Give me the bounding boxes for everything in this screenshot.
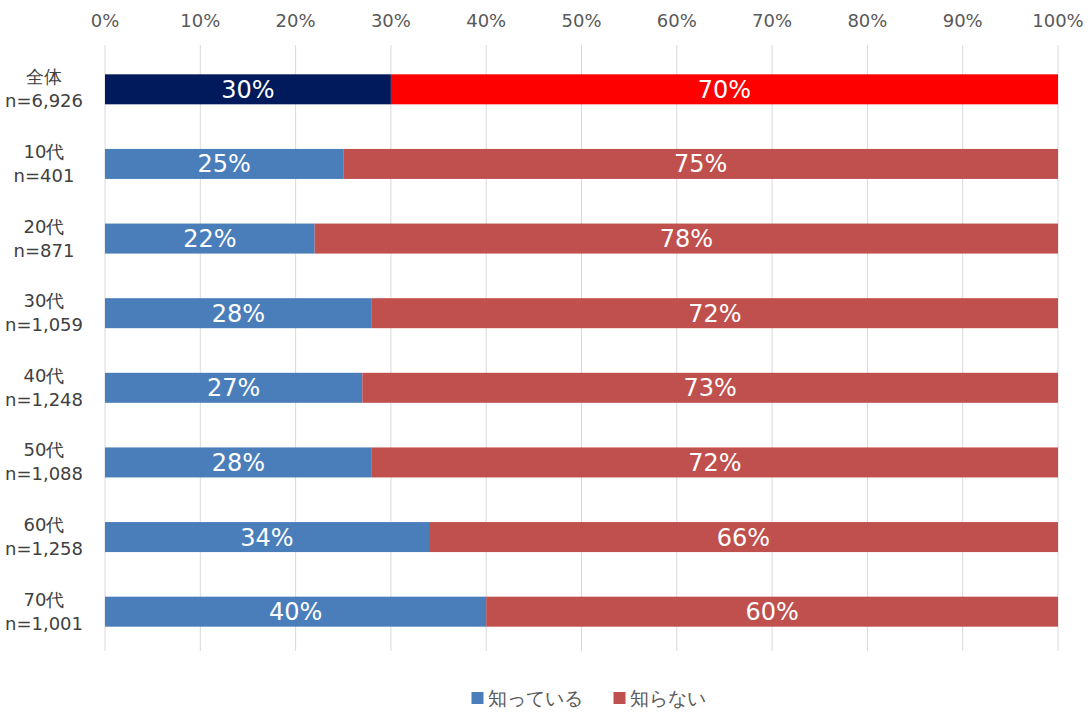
bar xyxy=(391,74,1058,104)
data-label: 66% xyxy=(717,524,770,552)
grid xyxy=(105,45,1058,651)
data-label: 27% xyxy=(207,374,260,402)
category-line: 40代 xyxy=(24,365,65,386)
tick-label: 80% xyxy=(847,10,887,31)
category-line: 50代 xyxy=(24,439,65,460)
category-line: n=6,926 xyxy=(5,90,83,111)
legend-label: 知らない xyxy=(630,687,706,709)
data-label: 73% xyxy=(683,374,736,402)
data-label: 60% xyxy=(745,598,798,626)
bar xyxy=(105,298,372,328)
bar xyxy=(105,149,343,179)
data-label: 72% xyxy=(688,449,741,477)
bars xyxy=(105,74,1058,626)
bar xyxy=(315,224,1058,254)
bar xyxy=(105,74,391,104)
category-label: 50代 n=1,088 xyxy=(5,439,83,484)
grid-line xyxy=(486,45,487,651)
bar xyxy=(486,597,1058,627)
category-label: 20代 n=871 xyxy=(14,216,75,261)
data-labels: 30% 25% 22% 28% 27% 28% 34% 40% 70% 75% 78% 72% 73% 7… xyxy=(183,76,799,626)
tick-label: 40% xyxy=(466,10,506,31)
grid-line xyxy=(390,45,391,651)
bar xyxy=(372,447,1058,477)
data-label: 78% xyxy=(660,225,713,253)
tick-label: 90% xyxy=(943,10,983,31)
grid-line xyxy=(581,45,582,651)
grid-line xyxy=(295,45,296,651)
data-label: 28% xyxy=(212,449,265,477)
grid-line xyxy=(105,45,106,651)
data-label: 30% xyxy=(221,76,274,104)
bar xyxy=(105,373,362,403)
bar xyxy=(105,224,315,254)
tick-label: 30% xyxy=(371,10,411,31)
grid-line xyxy=(676,45,677,651)
tick-label: 10% xyxy=(180,10,220,31)
category-label: 60代 n=1,258 xyxy=(5,514,83,559)
data-label: 72% xyxy=(688,300,741,328)
chart: 0% 10% 20% 30% 40% 50% 60% 70% 80% 90% 100% 全体 n=6,9… xyxy=(0,0,1088,715)
category-label: 10代 n=401 xyxy=(14,141,75,186)
grid-line xyxy=(962,45,963,651)
category-line: 全体 xyxy=(26,66,62,87)
category-line: n=1,001 xyxy=(5,613,83,634)
bar xyxy=(429,522,1058,552)
grid-line xyxy=(200,45,201,651)
data-label: 22% xyxy=(183,225,236,253)
category-line: 70代 xyxy=(24,589,65,610)
category-line: 10代 xyxy=(24,141,65,162)
category-line: n=871 xyxy=(14,240,75,261)
tick-label: 70% xyxy=(752,10,792,31)
tick-label: 20% xyxy=(276,10,316,31)
bar xyxy=(105,597,486,627)
tick-label: 0% xyxy=(91,10,120,31)
tick-label: 50% xyxy=(561,10,601,31)
category-label: 全体 n=6,926 xyxy=(5,66,83,111)
category-label: 40代 n=1,248 xyxy=(5,365,83,410)
legend-swatch xyxy=(472,692,484,704)
bar xyxy=(343,149,1058,179)
legend-label: 知っている xyxy=(488,687,583,709)
legend: 知っている 知らない xyxy=(472,687,706,709)
category-label: 30代 n=1,059 xyxy=(5,290,83,335)
grid-line xyxy=(867,45,868,651)
category-line: 60代 xyxy=(24,514,65,535)
data-label: 40% xyxy=(269,598,322,626)
tick-label: 60% xyxy=(657,10,697,31)
category-line: n=1,258 xyxy=(5,538,83,559)
data-label: 34% xyxy=(240,524,293,552)
category-line: n=1,248 xyxy=(5,389,83,410)
category-line: n=401 xyxy=(14,165,75,186)
data-label: 28% xyxy=(212,300,265,328)
bar xyxy=(372,298,1058,328)
category-label: 70代 n=1,001 xyxy=(5,589,83,634)
data-label: 70% xyxy=(698,76,751,104)
grid-line xyxy=(1058,45,1059,651)
legend-swatch xyxy=(614,692,626,704)
bar xyxy=(362,373,1058,403)
bar xyxy=(105,447,372,477)
category-line: 20代 xyxy=(24,216,65,237)
grid-line xyxy=(772,45,773,651)
bar xyxy=(105,522,429,552)
category-line: n=1,088 xyxy=(5,463,83,484)
category-line: n=1,059 xyxy=(5,314,83,335)
data-label: 25% xyxy=(197,150,250,178)
category-line: 30代 xyxy=(24,290,65,311)
tick-label: 100% xyxy=(1032,10,1083,31)
data-label: 75% xyxy=(674,150,727,178)
